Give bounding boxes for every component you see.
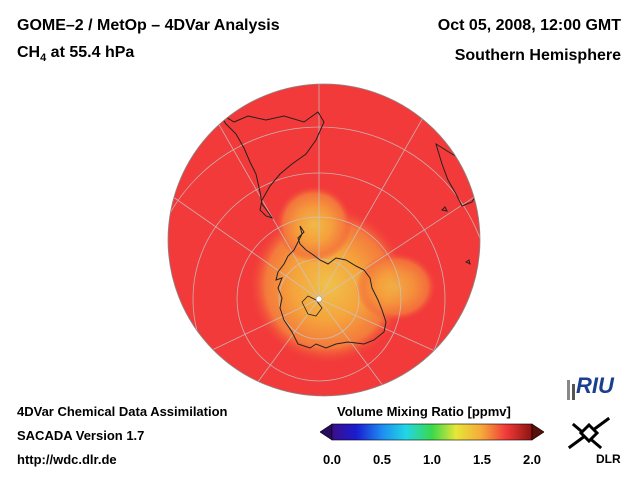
- antarctica-coastline: [275, 225, 387, 349]
- dlr-logo-icon: [567, 416, 611, 450]
- map-border: [167, 83, 481, 397]
- riu-logo-text: RIU: [576, 373, 614, 398]
- graticule: [168, 84, 480, 396]
- region-label: Southern Hemisphere: [454, 47, 621, 64]
- south-america-coastline: [217, 111, 325, 219]
- colorbar-title: Volume Mixing Ratio [ppmv]: [337, 404, 511, 419]
- colorbar-gradient: [331, 423, 533, 441]
- colorbar-tick: 0.0: [322, 452, 342, 467]
- date-label: Oct 05, 2008, 12:00 GMT: [437, 17, 621, 34]
- ross-sea-shelf: [301, 295, 323, 317]
- footer-url: http://wdc.dlr.de: [17, 452, 117, 467]
- hemisphere-map: [167, 83, 481, 397]
- islands: [440, 206, 471, 265]
- riu-logo-icon: [567, 380, 575, 400]
- south-pole-marker: [315, 295, 323, 303]
- colorbar: [320, 423, 544, 441]
- ch4-low-east: [356, 253, 436, 321]
- ch4-low-extension: [276, 186, 352, 262]
- map-title: GOME–2 / MetOp – 4DVar Analysis: [17, 17, 280, 34]
- colorbar-tick: 1.0: [422, 452, 442, 467]
- colorbar-tick: 2.0: [522, 452, 542, 467]
- colorbar-tick: 0.5: [372, 452, 392, 467]
- footer-line-1: 4DVar Chemical Data Assimilation: [17, 404, 228, 419]
- species-label: CH4 at 55.4 hPa: [17, 44, 135, 65]
- colorbar-max-arrow: [531, 423, 544, 441]
- colorbar-min-arrow: [320, 423, 333, 441]
- footer-line-2: SACADA Version 1.7: [17, 428, 145, 443]
- dlr-logo-text: DLR: [596, 452, 621, 466]
- colorbar-tick: 1.5: [472, 452, 492, 467]
